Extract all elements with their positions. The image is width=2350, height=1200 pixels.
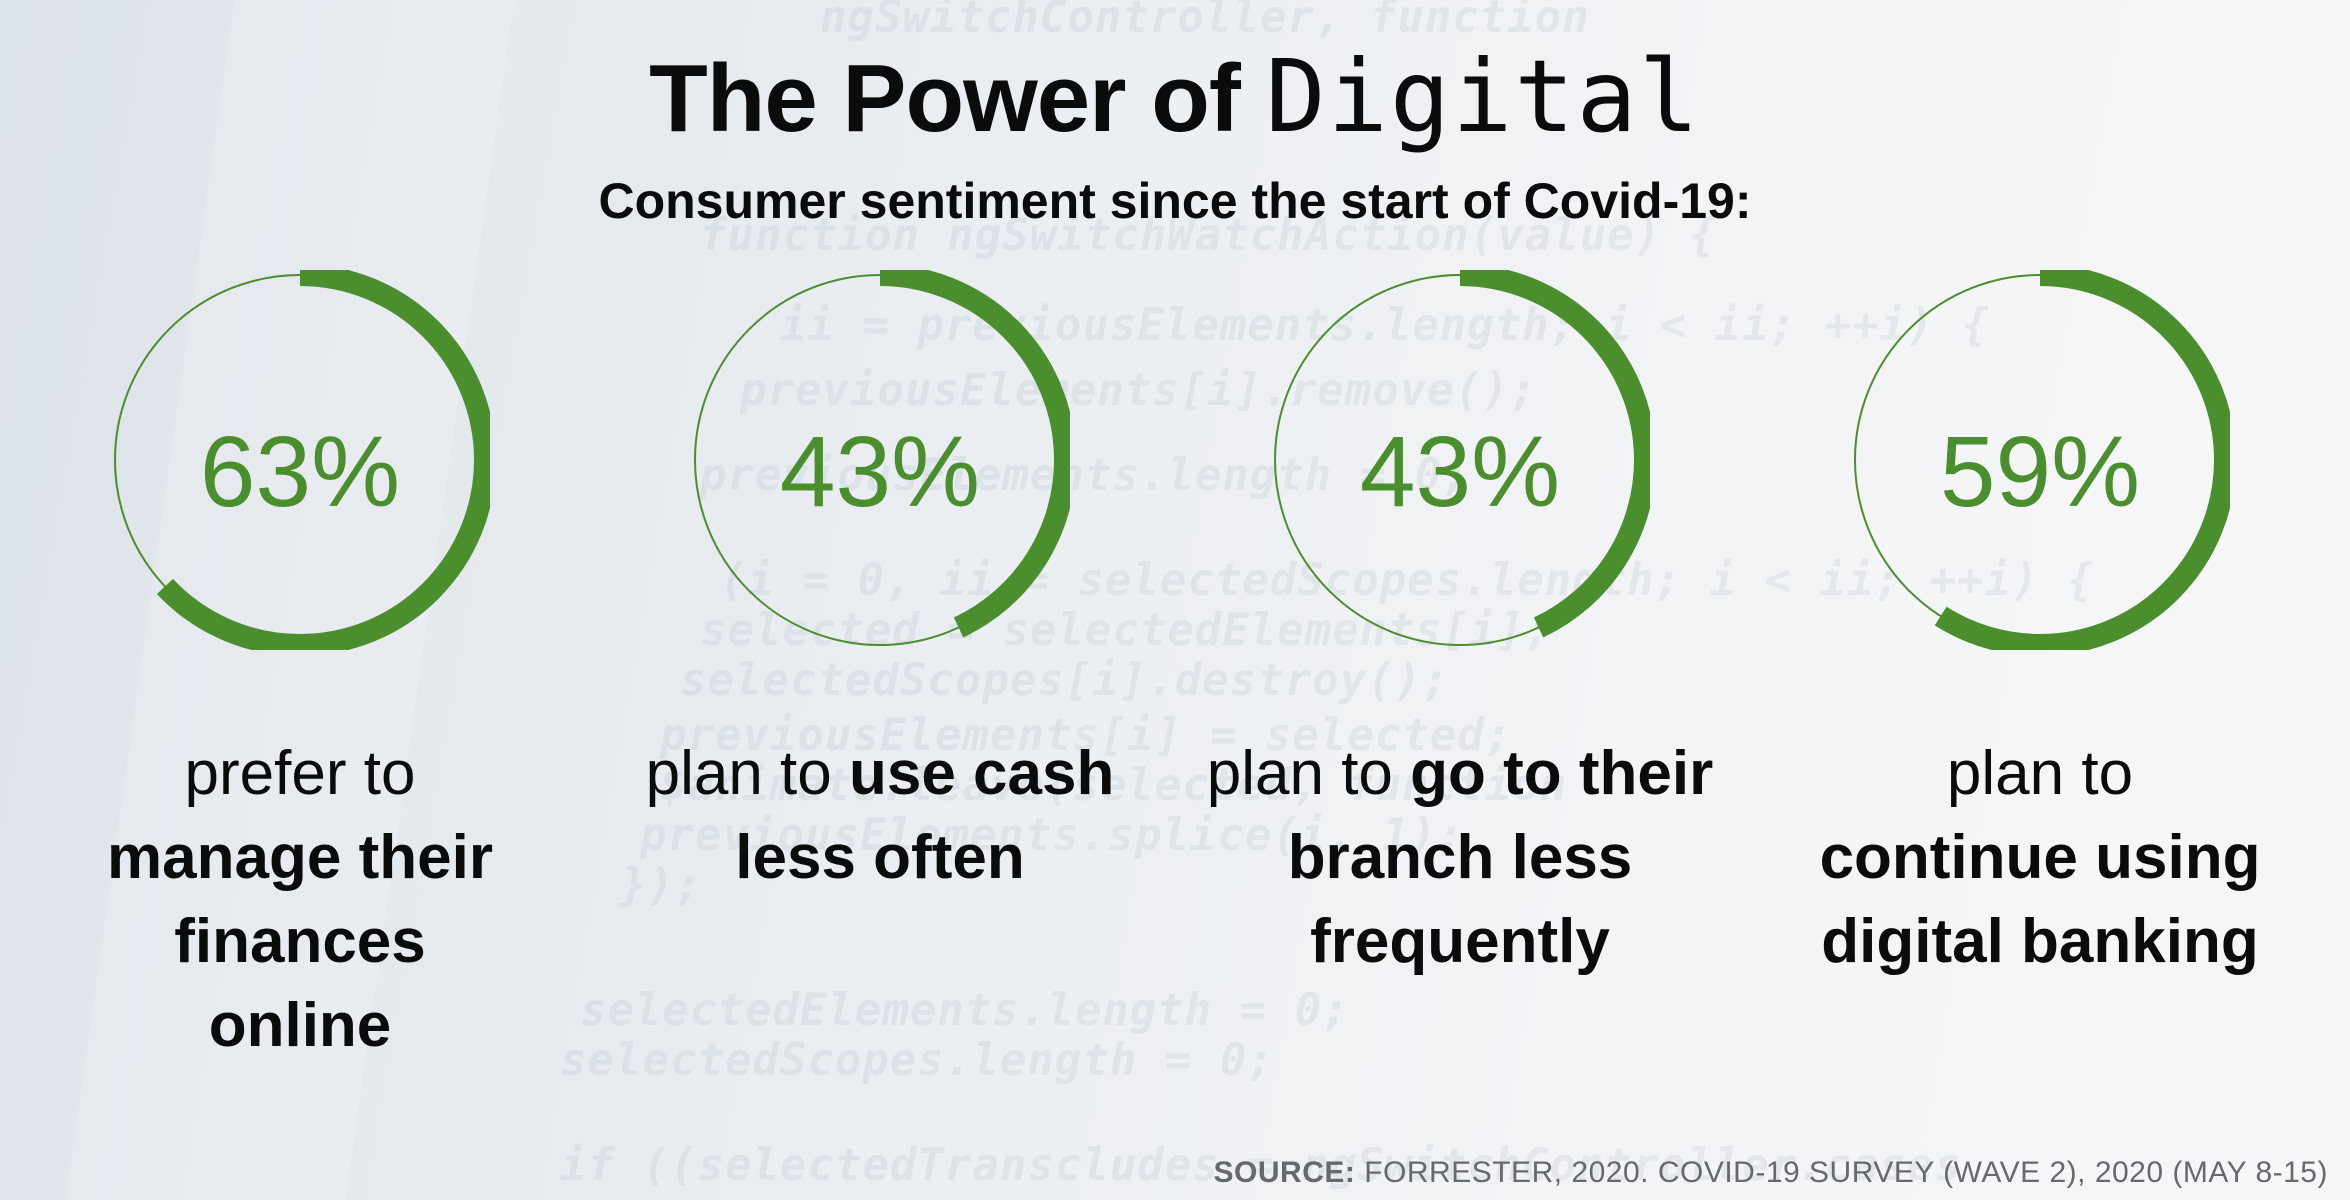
stat-lead-3: plan to <box>1206 739 1411 808</box>
progress-ring-2 <box>690 270 1070 650</box>
stat-lead-2: plan to <box>645 739 849 808</box>
stat-bold-2: use cash less often <box>735 739 1115 892</box>
page-title: The Power of Digital <box>0 38 2350 155</box>
stat-value-3: 43% <box>1359 416 1561 528</box>
title-digital-word: Digital <box>1265 38 1701 155</box>
stat-value-2: 43% <box>779 416 981 528</box>
stat-description-3: plan to go to their branch less frequent… <box>1180 732 1740 984</box>
stat-value-4: 59% <box>1939 416 2141 528</box>
stat-card-4: 59% plan to continue using digital bankin… <box>1760 270 2320 1070</box>
stat-lead-4: plan to <box>1946 739 2134 808</box>
stat-card-3: 43% plan to go to their branch less freq… <box>1180 270 1740 1070</box>
source-label: SOURCE: <box>1213 1156 1356 1189</box>
progress-ring-4 <box>1850 270 2230 650</box>
stat-description-2: plan to use cash less often <box>600 732 1160 900</box>
stat-card-1: 63% prefer to manage their finances onlin… <box>20 270 580 1070</box>
title-text: The Power of <box>649 45 1266 152</box>
progress-ring-1 <box>110 270 490 650</box>
source-citation: SOURCE: FORRESTER, 2020. COVID-19 SURVEY… <box>1214 1156 2328 1190</box>
stat-bold-1: manage their finances online <box>107 823 493 1060</box>
stat-bold-3: go to their branch less frequently <box>1287 739 1714 976</box>
stat-bold-4: continue using digital banking <box>1819 823 2261 976</box>
stat-value-1: 63% <box>199 416 401 528</box>
stat-card-2: 43% plan to use cash less often <box>600 270 1160 1070</box>
stat-lead-1: prefer to <box>184 739 416 808</box>
subtitle: Consumer sentiment since the start of Co… <box>598 173 1752 229</box>
stat-description-1: prefer to manage their finances online <box>20 732 580 1068</box>
source-text: FORRESTER, 2020. COVID-19 SURVEY (WAVE 2… <box>1355 1156 2328 1189</box>
stat-description-4: plan to continue using digital banking <box>1760 732 2320 984</box>
progress-ring-3 <box>1270 270 1650 650</box>
